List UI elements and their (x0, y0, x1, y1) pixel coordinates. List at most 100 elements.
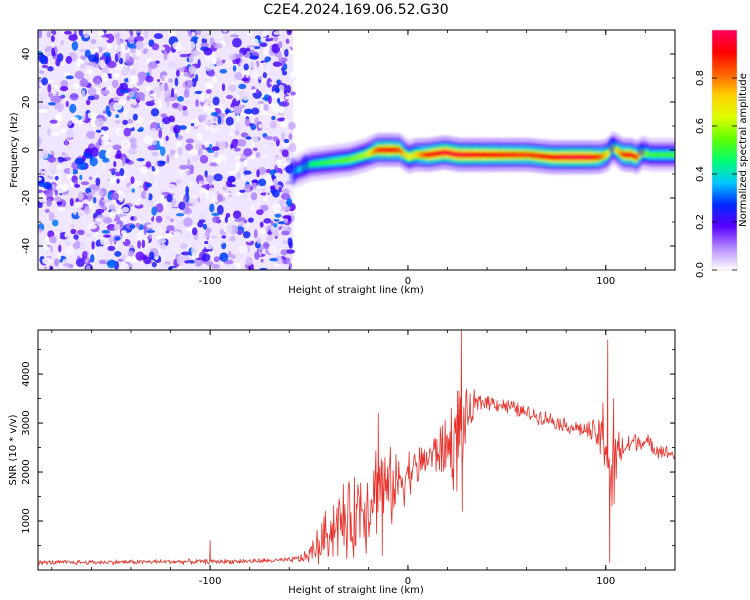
signal-track-cell (606, 150, 610, 157)
noise-blob (113, 64, 124, 71)
noise-blob (217, 115, 222, 125)
noise-blob (211, 212, 220, 217)
noise-blob (86, 131, 97, 139)
signal-track-cell (511, 151, 515, 158)
noise-blob (213, 42, 223, 49)
noise-blob (191, 245, 198, 256)
noise-blob (55, 112, 63, 123)
noise-blob (38, 176, 42, 182)
noise-blob (158, 228, 163, 233)
noise-blob (204, 240, 209, 245)
signal-track-cell (592, 154, 596, 161)
signal-track-cell (670, 151, 674, 158)
noise-blob (66, 129, 75, 139)
signal-track-cell (485, 151, 489, 158)
signal-track-cell (321, 159, 325, 166)
noise-blob (216, 33, 224, 39)
noise-blob (103, 52, 111, 58)
signal-track-cell (616, 147, 620, 154)
noise-blob (77, 229, 85, 236)
signal-track-cell (575, 154, 579, 161)
colorbar-frame (711, 29, 738, 271)
spectrogram-panel: -100 0 100 -40 -20 0 20 40 Height of straight … (9, 29, 676, 296)
noise-blob (255, 152, 261, 158)
noise-blob (243, 63, 249, 71)
noise-blob (187, 158, 191, 168)
noise-blob (188, 259, 195, 264)
noise-blob (280, 101, 290, 107)
noise-blob (145, 229, 156, 234)
noise-blob (57, 53, 64, 62)
noise-blob (135, 222, 141, 228)
noise-blob (129, 224, 136, 230)
noise-blob (91, 202, 97, 213)
noise-blob (285, 249, 296, 254)
noise-blob (42, 150, 49, 159)
noise-blob (151, 151, 159, 157)
noise-blob (281, 149, 289, 158)
noise-blob (117, 208, 121, 215)
noise-blob (283, 218, 289, 224)
noise-blob (200, 180, 205, 184)
signal-track-cell (364, 151, 368, 158)
noise-blob (201, 37, 208, 44)
noise-blob (238, 83, 247, 90)
noise-blob (38, 182, 49, 188)
signal-track-cell (438, 150, 441, 157)
noise-blob (232, 37, 242, 48)
noise-blob (52, 219, 59, 227)
signal-track-cell (345, 157, 349, 163)
signal-track-cell (597, 154, 601, 161)
noise-blob (235, 94, 240, 102)
noise-blob (253, 229, 258, 239)
signal-track-cell (585, 154, 589, 161)
noise-blob (87, 192, 92, 202)
noise-blob (57, 206, 66, 212)
snr-y-ticks: 1000 2000 3000 4000 (21, 349, 675, 571)
noise-blob (191, 50, 200, 57)
signal-track-cell (504, 151, 508, 158)
spectrogram-noise-region (38, 30, 297, 270)
noise-blob (98, 59, 106, 69)
noise-blob (145, 75, 154, 83)
noise-blob (179, 53, 190, 58)
signal-track-cell (312, 161, 316, 167)
noise-blob (249, 185, 254, 191)
noise-blob (160, 113, 168, 118)
noise-blob (111, 74, 115, 78)
noise-blob (49, 252, 59, 256)
noise-blob (102, 45, 107, 50)
noise-blob (209, 37, 215, 46)
noise-blob (80, 123, 84, 131)
signal-track-cell (343, 157, 347, 164)
noise-blob (281, 162, 289, 167)
noise-blob (54, 196, 62, 202)
noise-blob (170, 88, 175, 98)
noise-blob (273, 30, 281, 36)
noise-blob (106, 259, 117, 269)
signal-track-cell (665, 151, 669, 158)
signal-track-cell (338, 157, 342, 164)
noise-blob (285, 180, 292, 185)
noise-blob (64, 138, 68, 146)
noise-blob (121, 82, 128, 91)
signal-track-cell (625, 151, 629, 158)
noise-blob (69, 103, 77, 114)
noise-blob (199, 154, 209, 164)
noise-blob (160, 46, 166, 51)
noise-blob (282, 240, 288, 244)
signal-track-cell (544, 153, 548, 160)
noise-blob (229, 224, 233, 234)
noise-blob (41, 77, 49, 86)
signal-track-cell (589, 154, 593, 161)
signal-track-cell (528, 152, 532, 158)
noise-blob (169, 184, 177, 188)
signal-track-cell (582, 154, 586, 161)
noise-blob (47, 79, 55, 83)
colorbar-tick-label: 0.6 (695, 118, 706, 134)
noise-blob (68, 263, 74, 269)
noise-blob (107, 245, 116, 251)
noise-blob (273, 222, 278, 228)
noise-blob (269, 257, 279, 262)
signal-track-cell (354, 154, 358, 161)
